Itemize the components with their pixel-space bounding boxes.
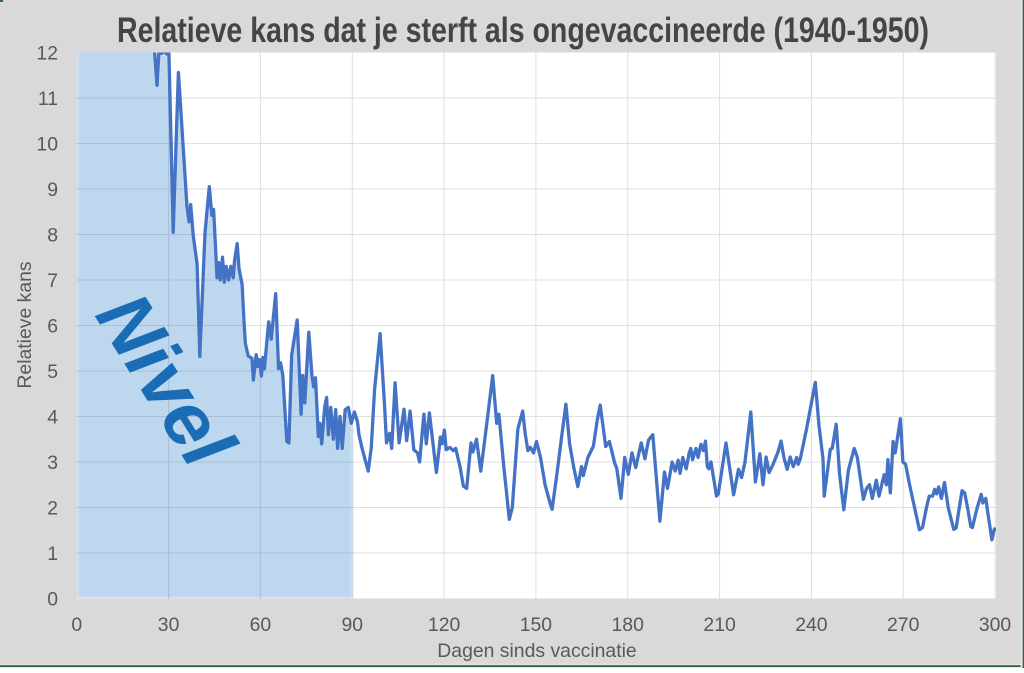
svg-text:11: 11 bbox=[38, 88, 58, 110]
svg-text:10: 10 bbox=[36, 134, 58, 156]
svg-text:150: 150 bbox=[520, 614, 553, 636]
svg-text:6: 6 bbox=[47, 316, 58, 338]
svg-text:5: 5 bbox=[47, 361, 58, 383]
svg-text:120: 120 bbox=[428, 614, 461, 636]
svg-text:Relatieve kans: Relatieve kans bbox=[14, 261, 36, 388]
svg-text:90: 90 bbox=[342, 614, 364, 636]
svg-text:4: 4 bbox=[47, 407, 58, 429]
svg-text:210: 210 bbox=[703, 614, 736, 636]
svg-text:0: 0 bbox=[47, 589, 58, 611]
svg-text:270: 270 bbox=[887, 614, 920, 636]
svg-text:1: 1 bbox=[47, 543, 58, 565]
svg-text:180: 180 bbox=[612, 614, 645, 636]
svg-text:240: 240 bbox=[795, 614, 828, 636]
svg-text:12: 12 bbox=[36, 43, 58, 65]
svg-text:Relatieve kans dat je sterft a: Relatieve kans dat je sterft als ongevac… bbox=[117, 11, 929, 50]
svg-text:0: 0 bbox=[71, 614, 82, 636]
svg-text:300: 300 bbox=[979, 614, 1012, 636]
svg-text:Dagen sinds vaccinatie: Dagen sinds vaccinatie bbox=[437, 640, 636, 662]
svg-text:2: 2 bbox=[47, 498, 58, 520]
svg-text:9: 9 bbox=[47, 179, 58, 201]
svg-text:8: 8 bbox=[47, 225, 58, 247]
svg-text:7: 7 bbox=[47, 270, 58, 292]
svg-text:60: 60 bbox=[250, 614, 272, 636]
svg-text:30: 30 bbox=[158, 614, 180, 636]
svg-text:3: 3 bbox=[47, 452, 58, 474]
